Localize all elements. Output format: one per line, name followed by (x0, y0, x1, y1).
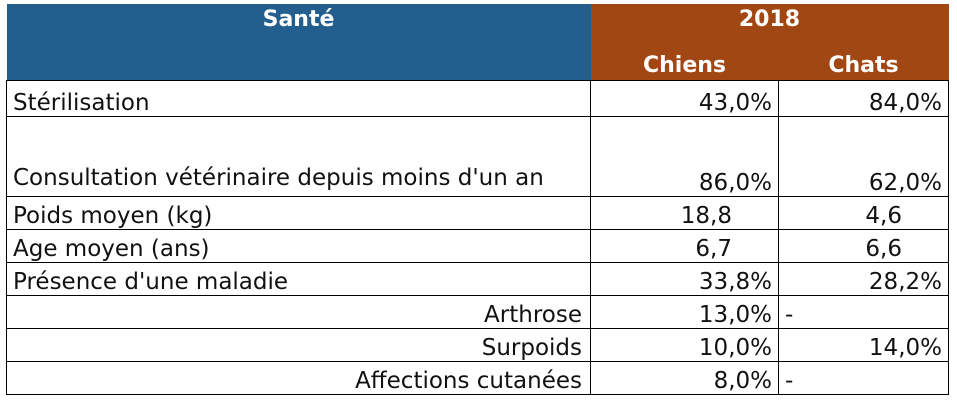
cell-cats: 84,0% (778, 80, 949, 117)
table-row: Affections cutanées 8,0% - (6, 361, 949, 395)
cell-dogs: 10,0% (590, 328, 779, 362)
table-row: Stérilisation 43,0% 84,0% (6, 80, 949, 117)
cell-cats: 6,6 (778, 229, 949, 263)
table-row: Age moyen (ans) 6,7 6,6 (6, 229, 949, 263)
cell-cats: 14,0% (778, 328, 949, 362)
cell-cats: 62,0% (778, 116, 949, 197)
row-label-consultation: Consultation vétérinaire depuis moins d'… (6, 116, 591, 197)
cell-dogs: 43,0% (590, 80, 779, 117)
column-header-dogs: Chiens (590, 42, 779, 81)
cell-dogs: 18,8 (590, 196, 779, 230)
cell-cats: - (778, 295, 949, 329)
cell-dogs: 33,8% (590, 262, 779, 296)
table-row: Arthrose 13,0% - (6, 295, 949, 329)
cell-cats: - (778, 361, 949, 395)
year-header: 2018 (590, 4, 949, 42)
table-title: Santé (6, 4, 591, 81)
cell-dogs: 13,0% (590, 295, 779, 329)
table-row: Surpoids 10,0% 14,0% (6, 328, 949, 362)
header-row-columns: Chiens Chats (7, 42, 949, 81)
cell-cats: 28,2% (778, 262, 949, 296)
row-label-sterilisation: Stérilisation (6, 80, 591, 117)
table-row: Consultation vétérinaire depuis moins d'… (6, 116, 949, 197)
row-label-affections: Affections cutanées (6, 361, 591, 395)
cell-cats: 4,6 (778, 196, 949, 230)
cell-dogs: 8,0% (590, 361, 779, 395)
header-row-year: Santé 2018 (6, 4, 949, 81)
row-label-poids: Poids moyen (kg) (6, 196, 591, 230)
table-row: Poids moyen (kg) 18,8 4,6 (6, 196, 949, 230)
cell-dogs: 6,7 (590, 229, 779, 263)
row-label-maladie: Présence d'une maladie (6, 262, 591, 296)
cell-dogs: 86,0% (590, 116, 779, 197)
column-header-cats: Chats (778, 42, 949, 81)
row-label-surpoids: Surpoids (6, 328, 591, 362)
row-label-arthrose: Arthrose (6, 295, 591, 329)
row-label-age: Age moyen (ans) (6, 229, 591, 263)
health-table: Santé 2018 Chiens Chats Stérilisation 43… (6, 4, 949, 395)
table-row: Présence d'une maladie 33,8% 28,2% (6, 262, 949, 296)
